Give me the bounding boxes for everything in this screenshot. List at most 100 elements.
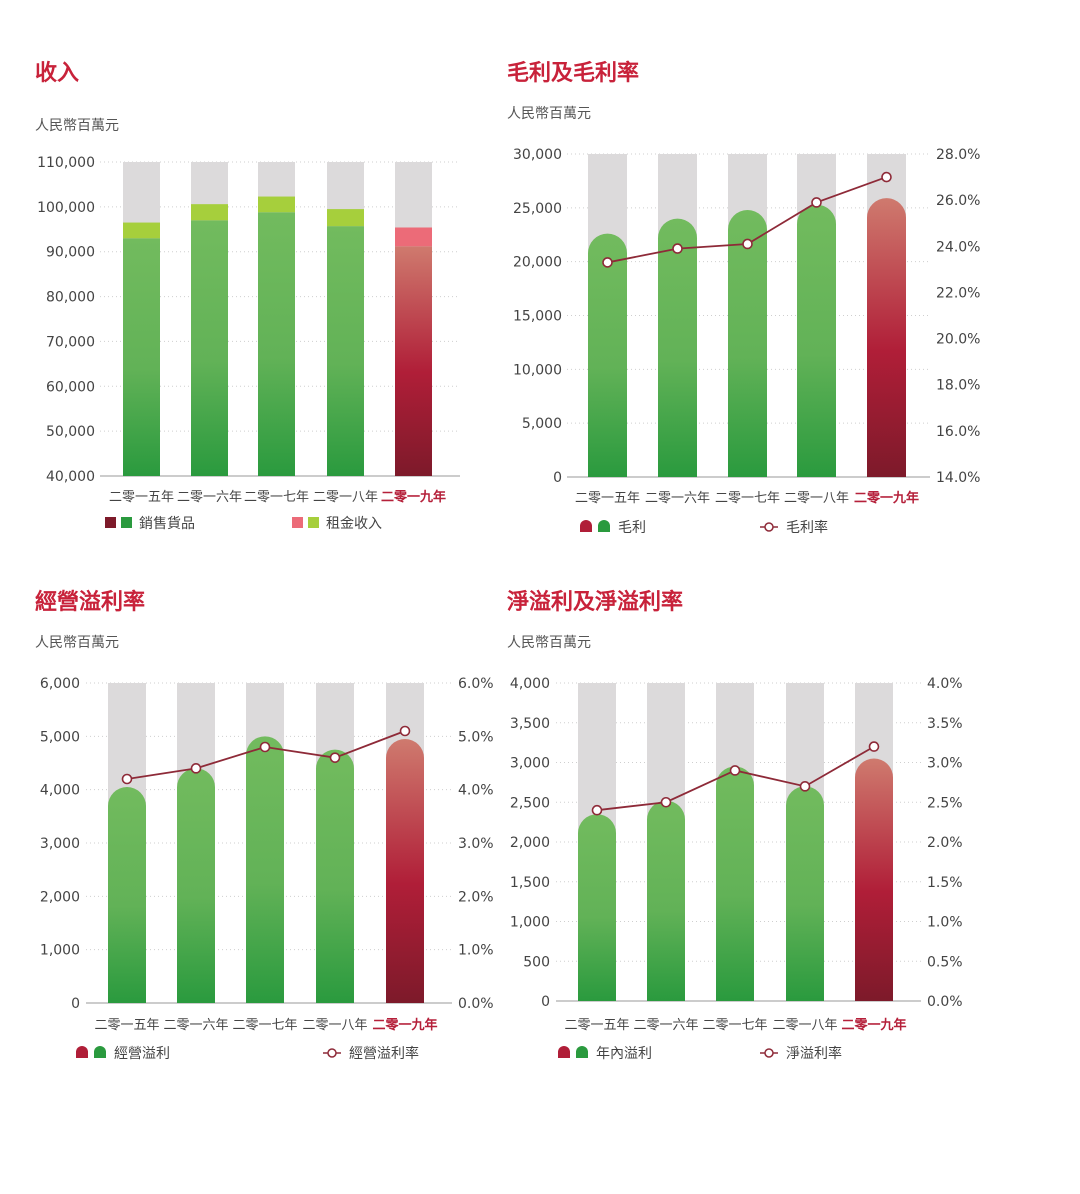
chart-title: 毛利及毛利率 <box>507 60 639 86</box>
legend-line-marker <box>327 1048 337 1058</box>
ratio-point <box>868 741 880 752</box>
y-tick-label: 20,000 <box>513 255 562 271</box>
x-category-label: 二零一五年 <box>575 491 640 506</box>
y2-tick-label: 18.0% <box>936 378 980 394</box>
x-category-label: 二零一五年 <box>109 490 174 505</box>
legend-label: 經營溢利 <box>114 1046 170 1062</box>
ratio-point <box>742 238 753 250</box>
legend-label: 淨溢利率 <box>786 1045 842 1062</box>
y2-tick-label: 2.0% <box>458 889 494 905</box>
y2-tick-label: 16.0% <box>936 424 980 440</box>
y-tick-label: 30,000 <box>513 147 562 163</box>
plot-area: 0 5,000 10,000 15,000 20,000 25,000 30,000 14.0… <box>513 147 980 536</box>
y-tick-label: 15,000 <box>513 309 562 325</box>
y-tick-label: 500 <box>523 954 550 970</box>
y2-tick-label: 4.0% <box>458 783 494 799</box>
y2-tick-label: 14.0% <box>936 470 980 486</box>
y2-tick-label: 3.5% <box>927 716 963 732</box>
x-category-label: 二零一九年 <box>381 489 446 505</box>
y-tick-label: 3,000 <box>40 836 80 852</box>
bar <box>578 814 616 1001</box>
ratio-point <box>591 804 603 816</box>
y2-tick-label: 2.5% <box>927 795 963 811</box>
bar-sales-of-goods <box>327 226 364 476</box>
legend-label: 年內溢利 <box>596 1046 652 1062</box>
x-category-label: 二零一七年 <box>715 491 780 506</box>
bar <box>386 739 424 1003</box>
y-tick-label: 25,000 <box>513 201 562 217</box>
ratio-point <box>881 171 892 183</box>
y-tick-label: 2,000 <box>40 889 80 905</box>
legend-swatch <box>94 1046 106 1058</box>
chart-title: 收入 <box>35 60 79 86</box>
legend-swatch <box>105 517 116 528</box>
y-tick-label: 10,000 <box>513 362 562 378</box>
bar-rental-income <box>327 209 364 227</box>
ratio-point <box>672 243 683 254</box>
x-category-label: 二零一五年 <box>94 1018 159 1033</box>
bar-rental-income <box>191 204 228 221</box>
bar-rental-income <box>258 196 295 213</box>
y-tick-label: 5,000 <box>40 729 80 745</box>
x-category-label: 二零一八年 <box>313 490 378 505</box>
x-category-label: 二零一七年 <box>702 1018 767 1033</box>
unit-label: 人民幣百萬元 <box>507 635 591 651</box>
bar <box>786 786 824 1001</box>
legend-swatch <box>598 520 610 532</box>
unit-label: 人民幣百萬元 <box>507 106 591 122</box>
y-tick-label: 0 <box>553 470 562 486</box>
y2-tick-label: 4.0% <box>927 676 963 692</box>
bar-rental-income <box>395 227 432 247</box>
legend-label: 毛利率 <box>786 519 828 536</box>
legend-label: 經營溢利率 <box>349 1045 419 1062</box>
unit-label: 人民幣百萬元 <box>35 635 119 651</box>
bar <box>797 204 836 477</box>
y2-tick-label: 3.0% <box>458 836 494 852</box>
y-tick-label: 6,000 <box>40 676 80 692</box>
chart-net-profit: 淨溢利及淨溢利率 人民幣百萬元 0 500 1,000 1,500 2,000 2,500… <box>507 589 963 1062</box>
bar-sales-of-goods <box>258 212 295 477</box>
bar <box>647 800 685 1001</box>
y-tick-label: 60,000 <box>46 379 95 395</box>
bar-sales-of-goods <box>191 220 228 476</box>
chart-operating-profit: 經營溢利率 人民幣百萬元 0 1,000 2,000 3,000 4,000 5,000 6… <box>35 589 494 1062</box>
y-tick-label: 110,000 <box>37 155 95 171</box>
y-tick-label: 90,000 <box>46 245 95 261</box>
legend-swatch <box>121 517 132 528</box>
y-tick-label: 3,500 <box>510 716 550 732</box>
ratio-point <box>602 257 613 268</box>
y2-tick-label: 0.0% <box>927 994 963 1010</box>
y-tick-label: 0 <box>71 996 80 1012</box>
legend-line-marker <box>764 522 774 532</box>
y-tick-label: 1,500 <box>510 875 550 891</box>
y-tick-label: 3,000 <box>510 756 550 772</box>
bar <box>588 233 627 477</box>
x-category-label: 二零一六年 <box>633 1018 698 1033</box>
ratio-point <box>799 781 811 792</box>
chart-revenue: 收入 人民幣百萬元 40,000 50,000 60,000 70,000 80,000… <box>35 60 460 532</box>
x-category-label: 二零一九年 <box>841 1017 906 1033</box>
x-category-label: 二零一六年 <box>163 1018 228 1033</box>
chart-title: 經營溢利率 <box>35 589 145 615</box>
plot-area: 40,000 50,000 60,000 70,000 80,000 90,000 100,… <box>37 155 460 532</box>
y-tick-label: 5,000 <box>522 416 562 432</box>
x-category-label: 二零一八年 <box>772 1018 837 1033</box>
bar <box>108 787 146 1003</box>
ratio-point <box>121 773 133 785</box>
bar <box>246 736 284 1003</box>
y2-tick-label: 1.0% <box>458 943 494 959</box>
ratio-point <box>399 725 411 737</box>
legend-label: 毛利 <box>618 520 646 536</box>
y-tick-label: 70,000 <box>46 334 95 350</box>
y2-tick-label: 26.0% <box>936 193 980 209</box>
bar-sales-of-goods <box>395 246 432 476</box>
plot-area: 0 1,000 2,000 3,000 4,000 5,000 6,000 0.0% 1.0% 2… <box>40 676 494 1062</box>
y-tick-label: 1,000 <box>510 915 550 931</box>
bar-rental-income <box>123 222 160 239</box>
x-category-label: 二零一五年 <box>564 1018 629 1033</box>
x-category-label: 二零一八年 <box>302 1018 367 1033</box>
bar-sales-of-goods <box>123 238 160 476</box>
ratio-point <box>190 763 202 774</box>
x-category-label: 二零一八年 <box>784 491 849 506</box>
